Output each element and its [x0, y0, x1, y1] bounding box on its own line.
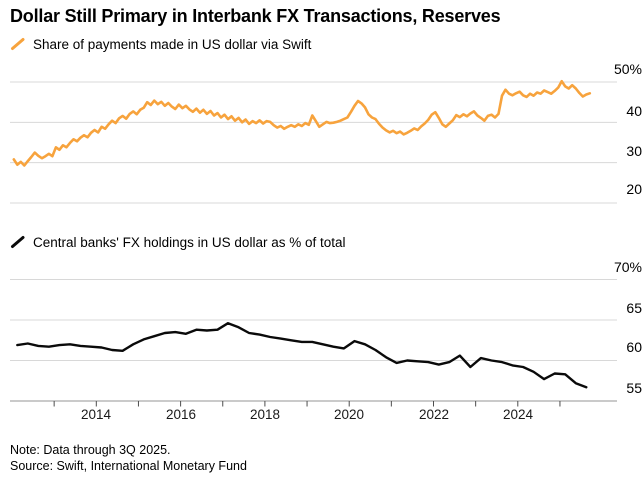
x-axis-label: 2018: [249, 407, 281, 422]
y-axis-label: 65: [626, 300, 642, 316]
y-axis-label: 20: [626, 181, 642, 197]
legend-cofer-usd-share: Central banks' FX holdings in US dollar …: [10, 233, 345, 251]
y-axis-label: 40: [626, 103, 642, 119]
black-slash-icon: [11, 236, 25, 248]
x-axis-label: 2022: [418, 407, 450, 422]
legend-swift-usd-share: Share of payments made in US dollar via …: [10, 35, 311, 53]
legend-label: Share of payments made in US dollar via …: [33, 36, 312, 52]
y-axis-label: 55: [626, 380, 642, 396]
source-text: Source: Swift, International Monetary Fu…: [10, 458, 247, 473]
legend-label: Central banks' FX holdings in US dollar …: [33, 234, 346, 250]
x-axis-label: 2024: [502, 407, 534, 422]
y-axis-label: 50%: [613, 61, 642, 77]
x-axis-label: 2020: [333, 407, 365, 422]
y-axis-label: 70%: [613, 259, 642, 275]
y-axis-label: 30: [626, 143, 642, 159]
y-axis-label: 60: [626, 339, 642, 355]
cofer-line: [16, 322, 588, 389]
x-axis-label: 2014: [80, 407, 112, 422]
x-axis-label: 2016: [165, 407, 197, 422]
note-text: Note: Data through 3Q 2025.: [10, 443, 171, 457]
footer: Note: Data through 3Q 2025. Source: Swif…: [10, 443, 247, 474]
chart-title: Dollar Still Primary in Interbank FX Tra…: [10, 6, 501, 26]
orange-slash-icon: [11, 38, 25, 50]
swift-line: [12, 79, 592, 167]
